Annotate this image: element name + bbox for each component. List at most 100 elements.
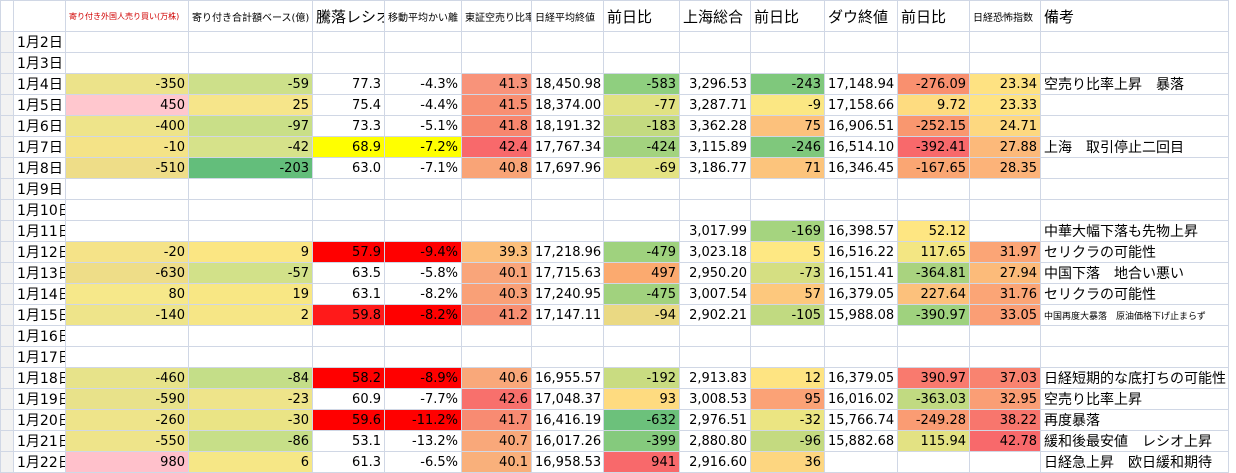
data-cell (824, 52, 898, 74)
data-cell: -69 (603, 157, 680, 179)
header-cell (13, 0, 66, 32)
data-cell: -57 (188, 262, 313, 284)
sheet-row: 1月10日 (0, 199, 1229, 221)
note-cell (1040, 178, 1229, 200)
row-header (0, 136, 14, 158)
data-cell (897, 346, 970, 368)
data-cell (824, 346, 898, 368)
data-cell: 58.2 (312, 367, 385, 389)
data-cell: -169 (750, 220, 825, 242)
data-cell: 2,976.51 (679, 409, 751, 431)
row-header (0, 325, 14, 347)
date-cell: 1月14日 (13, 283, 66, 305)
data-cell (750, 52, 825, 74)
date-cell: 1月7日 (13, 136, 66, 158)
data-cell: 59.8 (312, 304, 385, 326)
data-cell: -8.9% (384, 367, 462, 389)
data-cell: 40.1 (461, 262, 532, 284)
row-header (0, 241, 14, 263)
data-cell: 390.97 (897, 367, 970, 389)
row-header (0, 178, 14, 200)
date-cell: 1月11日 (13, 220, 66, 242)
data-cell (750, 199, 825, 221)
sheet-row: 1月5日 450 25 75.4 -4.4% 41.5 18,374.00 -77 3,287.… (0, 94, 1229, 116)
data-cell: -630 (65, 262, 189, 284)
data-cell: 17,240.95 (531, 283, 604, 305)
header-cell: 騰落レシオ (312, 0, 385, 32)
note-cell: 空売り比率上昇 (1040, 388, 1229, 410)
sheet-row: 1月17日 (0, 346, 1229, 368)
data-cell: 27.94 (969, 262, 1041, 284)
date-cell: 1月3日 (13, 52, 66, 74)
data-cell: 40.6 (461, 367, 532, 389)
sheet-row: 1月18日-460-8458.2-8.9%40.616,955.57-1922,… (0, 367, 1229, 389)
note-cell (1040, 52, 1229, 74)
data-cell (897, 451, 970, 473)
row-header (0, 115, 14, 137)
data-cell: 32.95 (969, 388, 1041, 410)
data-cell: -73 (750, 262, 825, 284)
note-cell: 再度暴落 (1040, 409, 1229, 431)
data-cell: 23.33 (969, 94, 1041, 116)
data-cell (531, 220, 604, 242)
data-cell: -192 (603, 367, 680, 389)
header-cell: 東証空売り比率 (461, 0, 532, 32)
data-cell (312, 52, 385, 74)
data-cell (461, 31, 532, 53)
data-cell: 17,715.63 (531, 262, 604, 284)
data-cell (969, 325, 1041, 347)
row-header (0, 346, 14, 368)
data-cell: -510 (65, 157, 189, 179)
data-cell (603, 31, 680, 53)
data-cell (603, 346, 680, 368)
row-header (0, 409, 14, 431)
data-cell: 3,017.99 (679, 220, 751, 242)
data-cell: 3,007.54 (679, 283, 751, 305)
data-cell: 15,988.08 (824, 304, 898, 326)
data-cell: 23.34 (969, 73, 1041, 95)
data-cell (603, 325, 680, 347)
data-cell: 39.3 (461, 241, 532, 263)
data-cell (188, 31, 313, 53)
data-cell: 36 (750, 451, 825, 473)
note-cell: 中国下落 地合い悪い (1040, 262, 1229, 284)
data-cell: 227.64 (897, 283, 970, 305)
sheet-row: 1月19日-590-2360.9-7.7%42.617,048.37933,00… (0, 388, 1229, 410)
note-cell (1040, 199, 1229, 221)
data-cell: 3,008.53 (679, 388, 751, 410)
row-header (0, 31, 14, 53)
data-cell (65, 52, 189, 74)
date-cell: 1月5日 (13, 94, 66, 116)
header-cell: 前日比 (897, 0, 970, 32)
sheet-row: 1月20日-260-3059.6-11.2%41.716,416.19-6322… (0, 409, 1229, 431)
data-cell: -363.03 (897, 388, 970, 410)
data-cell: 28.35 (969, 157, 1041, 179)
data-cell: -475 (603, 283, 680, 305)
data-cell: 33.05 (969, 304, 1041, 326)
data-cell: -20 (65, 241, 189, 263)
data-cell (897, 325, 970, 347)
data-cell (969, 31, 1041, 53)
data-cell: -7.2% (384, 136, 462, 158)
data-cell: 117.65 (897, 241, 970, 263)
sheet-row: 1月16日 (0, 325, 1229, 347)
data-cell: 17,147.11 (531, 304, 604, 326)
data-cell (603, 220, 680, 242)
data-cell: 9.72 (897, 94, 970, 116)
date-cell: 1月4日 (13, 73, 66, 95)
data-cell: 71 (750, 157, 825, 179)
data-cell (679, 199, 751, 221)
data-cell: 63.5 (312, 262, 385, 284)
data-cell (65, 178, 189, 200)
data-cell: 450 (65, 94, 189, 116)
note-cell: 上海 取引停止二回目 (1040, 136, 1229, 158)
data-cell: -77 (603, 94, 680, 116)
data-cell (679, 325, 751, 347)
sheet-row: 1月15日-140259.8-8.2%41.217,147.11-942,902… (0, 304, 1229, 326)
data-cell: -583 (603, 73, 680, 95)
data-cell: 2 (188, 304, 313, 326)
data-cell (188, 178, 313, 200)
data-cell (531, 199, 604, 221)
